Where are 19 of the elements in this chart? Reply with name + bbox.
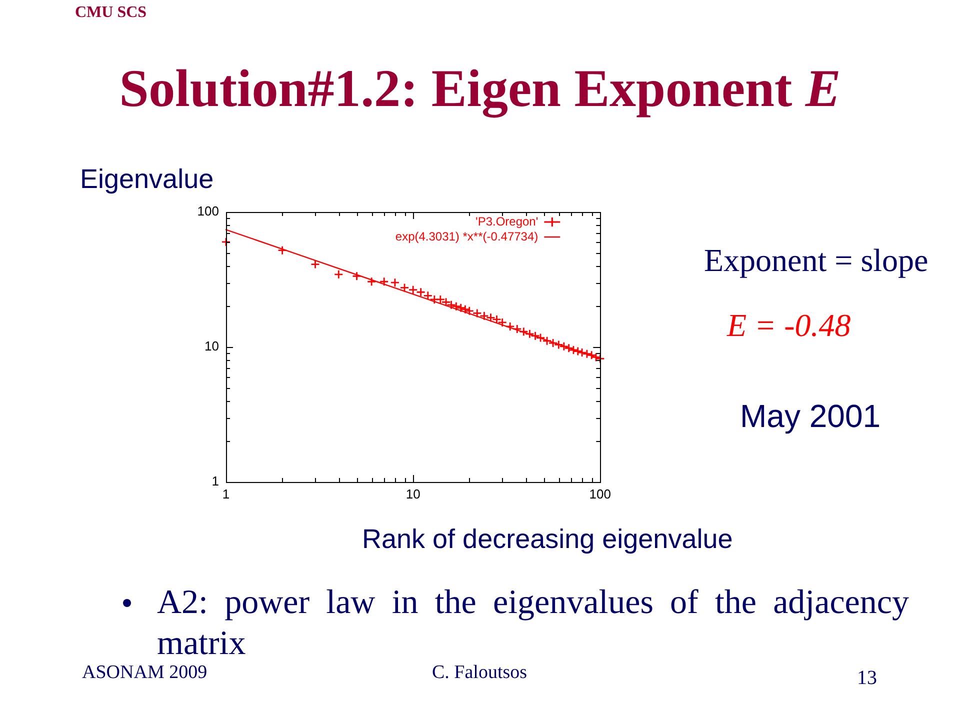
text: May 2001: [740, 398, 881, 435]
text: E = -0.48: [727, 307, 851, 344]
x-tick-label: 100: [589, 486, 612, 502]
y-tick-label: 100: [197, 204, 219, 219]
text: ASONAM 2009: [82, 662, 208, 684]
text: 13: [857, 667, 877, 690]
text: C. Faloutsos: [432, 662, 528, 684]
chart-title: Solution#1.2: Eigen Exponent E: [118, 59, 842, 119]
y-tick-label: 10: [204, 338, 219, 354]
legend-label: 'P3.Oregon': [476, 214, 538, 228]
x-tick-label: 1: [222, 486, 230, 502]
legend-label: exp(4.3031) *x**(-0.47734): [395, 229, 538, 244]
y-tick-label: 1: [212, 474, 219, 489]
text: Exponent = slope: [704, 242, 928, 279]
text: A2: power law in the eigenvalues of the adjacency matrix: [157, 584, 909, 662]
x-axis-title: Rank of decreasing eigenvalue: [362, 524, 733, 555]
x-tick-label: 10: [406, 486, 420, 502]
text: CMU SCS: [75, 4, 147, 22]
y-axis-title: Eigenvalue: [80, 164, 214, 195]
